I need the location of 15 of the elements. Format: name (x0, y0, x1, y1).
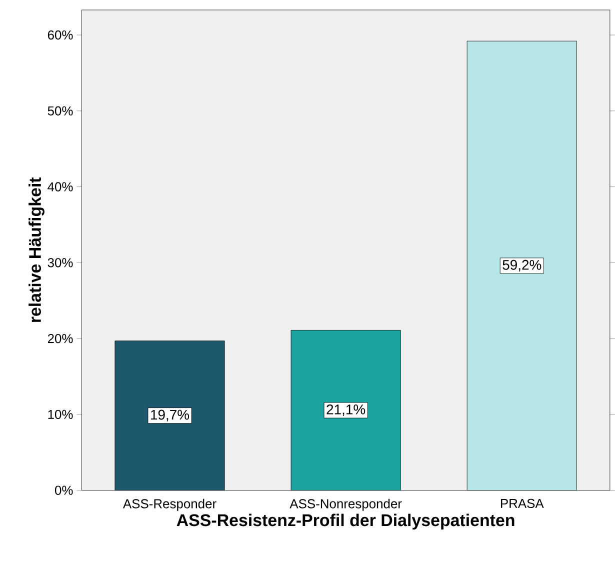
y-tick-label: 20% (48, 334, 73, 344)
data-label: 21,1% (326, 404, 366, 416)
y-tick-label: 0% (54, 486, 73, 495)
y-tick-label: 50% (48, 106, 73, 116)
data-label: 59,2% (502, 260, 542, 272)
y-tick-label: 40% (48, 182, 73, 192)
y-tick-label: 60% (48, 30, 73, 40)
y-axis-title: relative Häufigkeit (28, 177, 44, 322)
x-tick-label: PRASA (500, 498, 544, 508)
y-tick-label: 10% (48, 410, 73, 419)
x-axis-title: ASS-Resistenz-Profil der Dialysepatienten (176, 514, 514, 530)
data-label: 19,7% (151, 410, 190, 422)
y-tick-label: 30% (48, 258, 73, 268)
x-tick-label: ASS-Nonresponder (290, 498, 402, 511)
x-tick-label: ASS-Responder (122, 498, 216, 511)
